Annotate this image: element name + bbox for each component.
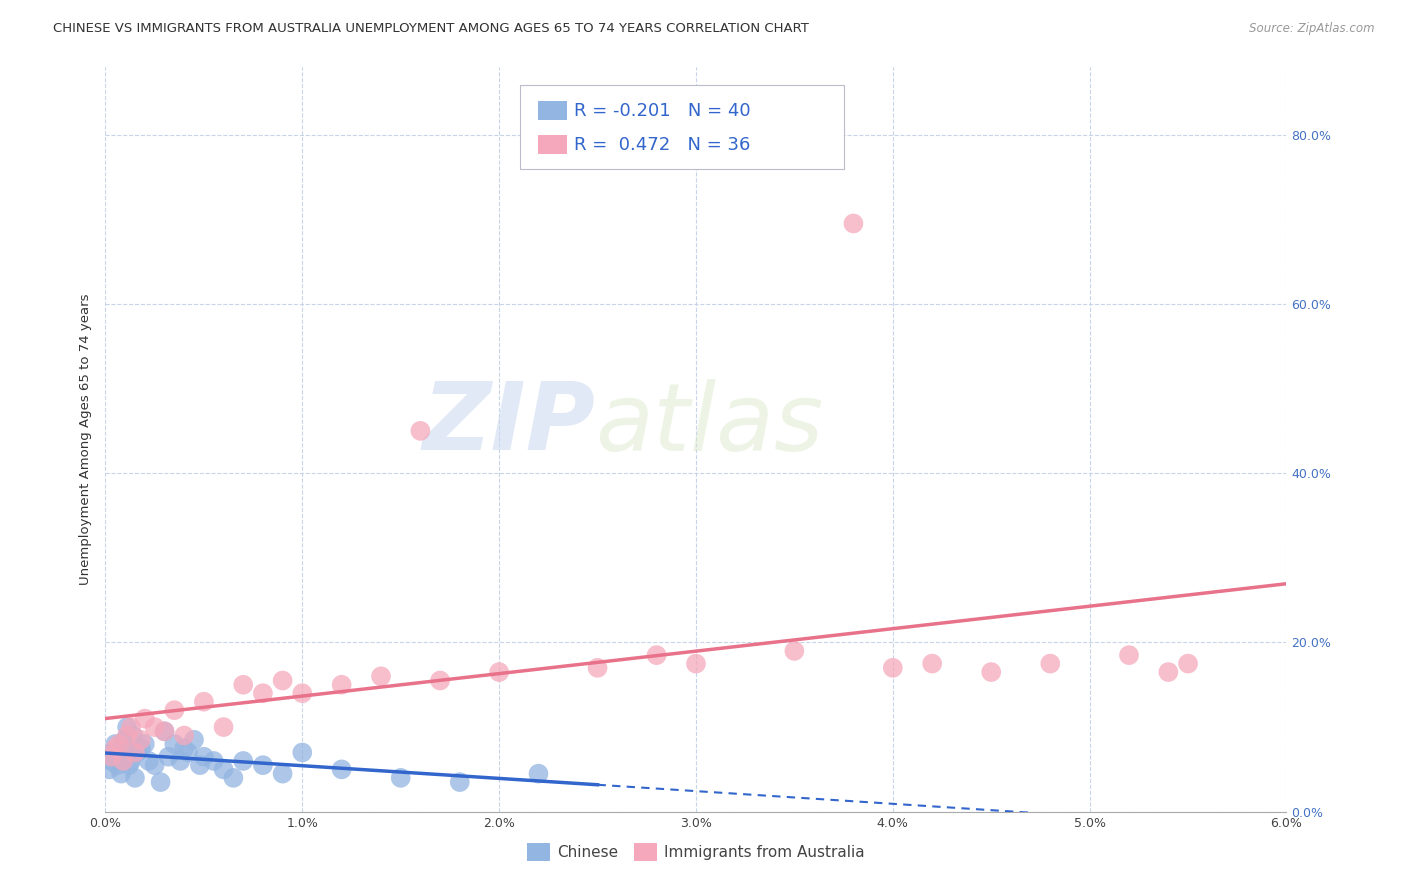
Point <box>980 665 1002 679</box>
Point <box>1157 665 1180 679</box>
Point <box>112 754 135 768</box>
Text: Source: ZipAtlas.com: Source: ZipAtlas.com <box>1250 22 1375 36</box>
Point <box>586 661 609 675</box>
Point <box>138 754 160 768</box>
Point <box>449 775 471 789</box>
Point <box>193 695 215 709</box>
Text: ZIP: ZIP <box>423 378 596 470</box>
Point <box>429 673 451 688</box>
Point <box>685 657 707 671</box>
Point <box>882 661 904 675</box>
Text: R = -0.201   N = 40: R = -0.201 N = 40 <box>574 102 751 120</box>
Point <box>330 763 353 777</box>
Point <box>169 754 191 768</box>
Point <box>163 703 186 717</box>
Point <box>783 644 806 658</box>
Point <box>188 758 211 772</box>
Point <box>153 724 176 739</box>
Point <box>193 749 215 764</box>
Point <box>370 669 392 683</box>
Point <box>645 648 668 662</box>
Point <box>120 720 142 734</box>
Point <box>157 749 180 764</box>
Point <box>202 754 225 768</box>
Point <box>183 732 205 747</box>
Point <box>105 758 128 772</box>
Point <box>143 720 166 734</box>
Point <box>110 766 132 780</box>
Point <box>115 720 138 734</box>
Point <box>527 766 550 780</box>
Point <box>124 771 146 785</box>
Point <box>149 775 172 789</box>
Text: CHINESE VS IMMIGRANTS FROM AUSTRALIA UNEMPLOYMENT AMONG AGES 65 TO 74 YEARS CORR: CHINESE VS IMMIGRANTS FROM AUSTRALIA UNE… <box>53 22 810 36</box>
Point <box>291 746 314 760</box>
Point <box>330 678 353 692</box>
Point <box>842 217 865 231</box>
Point <box>125 746 148 760</box>
Point <box>115 729 138 743</box>
Point <box>100 749 122 764</box>
Text: R =  0.472   N = 36: R = 0.472 N = 36 <box>574 136 749 153</box>
Point <box>271 673 294 688</box>
Point <box>104 737 127 751</box>
Point <box>173 729 195 743</box>
Point <box>921 657 943 671</box>
Point <box>177 746 200 760</box>
Point <box>232 754 254 768</box>
Point <box>173 741 195 756</box>
Point <box>124 746 146 760</box>
Point <box>108 749 131 764</box>
Point <box>1118 648 1140 662</box>
Point <box>252 758 274 772</box>
Point <box>112 741 135 756</box>
Point <box>153 724 176 739</box>
Legend: Chinese, Immigrants from Australia: Chinese, Immigrants from Australia <box>520 837 872 867</box>
Point <box>143 758 166 772</box>
Point <box>100 754 122 768</box>
Point <box>1039 657 1062 671</box>
Point <box>389 771 412 785</box>
Point <box>134 712 156 726</box>
Point <box>1177 657 1199 671</box>
Point <box>98 763 121 777</box>
Point <box>134 737 156 751</box>
Point <box>232 678 254 692</box>
Point <box>212 763 235 777</box>
Point <box>120 754 142 768</box>
Point <box>103 746 125 760</box>
Text: atlas: atlas <box>596 379 824 470</box>
Point <box>291 686 314 700</box>
Point <box>114 732 136 747</box>
Point <box>108 737 131 751</box>
Point <box>163 737 186 751</box>
Point <box>252 686 274 700</box>
Point <box>122 729 145 743</box>
Point <box>212 720 235 734</box>
Point <box>129 741 152 756</box>
Point <box>222 771 245 785</box>
Point <box>271 766 294 780</box>
Point <box>118 758 141 772</box>
Y-axis label: Unemployment Among Ages 65 to 74 years: Unemployment Among Ages 65 to 74 years <box>79 293 93 585</box>
Point <box>104 741 127 756</box>
Point <box>129 732 152 747</box>
Point <box>409 424 432 438</box>
Point <box>488 665 510 679</box>
